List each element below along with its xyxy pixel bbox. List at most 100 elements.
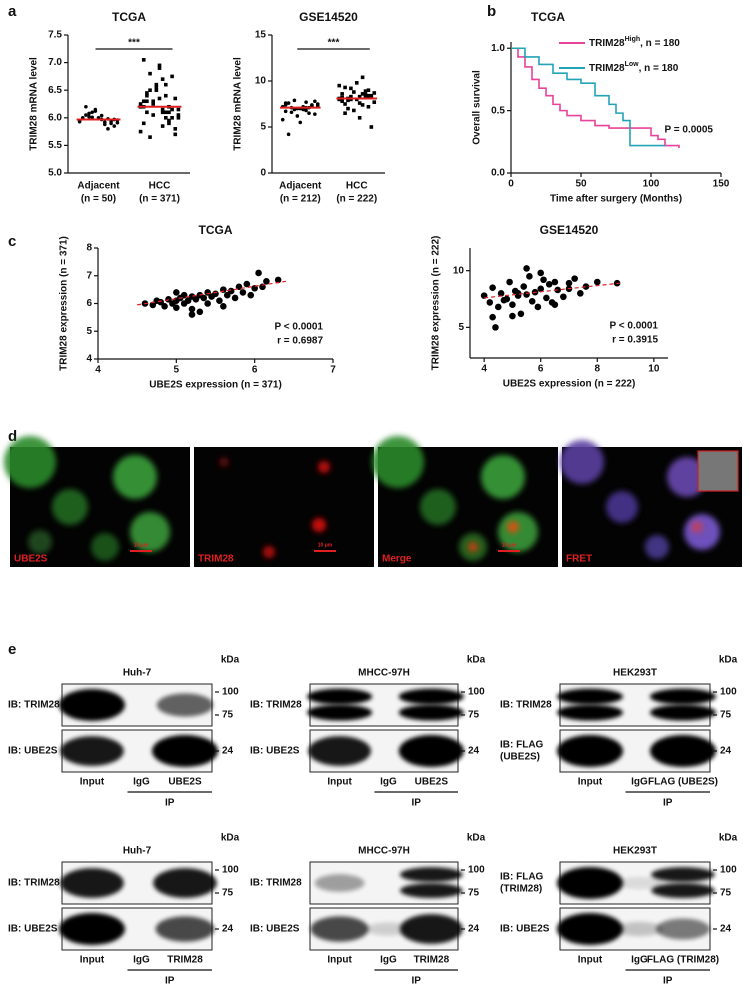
- data-point: [231, 294, 239, 302]
- data-point: [176, 107, 181, 112]
- data-point: [545, 280, 553, 288]
- data-point: [360, 92, 365, 96]
- row-label: IB: UBE2S: [500, 924, 550, 935]
- panel-label: a: [8, 3, 17, 20]
- marker-label: 24: [720, 746, 732, 757]
- data-point: [216, 297, 223, 305]
- marker-label: 24: [222, 746, 234, 757]
- data-point: [112, 124, 117, 128]
- data-point: [298, 120, 303, 125]
- data-point: [304, 100, 308, 104]
- data-point: [173, 289, 180, 296]
- channel-label: UBE2S: [14, 554, 48, 565]
- data-point: [286, 132, 291, 137]
- lane-label: IgG: [380, 955, 397, 966]
- data-point: [500, 296, 508, 304]
- data-point: [255, 269, 262, 277]
- band: [60, 868, 124, 898]
- band: [557, 867, 623, 899]
- cell-line: MHCC-97H: [358, 668, 410, 679]
- data-point: [372, 100, 377, 104]
- data-point: [304, 108, 308, 113]
- y-tick-label: 5: [260, 122, 266, 133]
- data-point: [514, 290, 522, 297]
- data-point: [313, 112, 317, 116]
- data-point: [204, 300, 211, 307]
- scale-label: 10 μm: [134, 542, 149, 548]
- data-point: [543, 294, 550, 302]
- lane-label: TRIM28: [414, 955, 450, 966]
- row-label: IB: TRIM28: [8, 700, 60, 711]
- cell: [606, 491, 638, 523]
- y-tick-label: 10: [453, 265, 465, 276]
- data-point: [188, 311, 196, 318]
- y-tick-label: 5: [86, 326, 92, 337]
- data-point: [360, 75, 365, 80]
- data-point: [486, 299, 494, 306]
- cell-line: MHCC-97H: [358, 846, 410, 857]
- data-point: [349, 86, 353, 91]
- marker-label: 24: [222, 924, 234, 935]
- data-point: [577, 290, 584, 297]
- data-point: [523, 265, 530, 272]
- data-point: [274, 276, 282, 284]
- chart-title: GSE14520: [299, 10, 358, 24]
- row-label: IB: UBE2S: [250, 924, 300, 935]
- marker-label: 75: [222, 888, 234, 899]
- marker-label: 24: [468, 924, 480, 935]
- band: [650, 704, 716, 721]
- data-point: [164, 110, 168, 115]
- data-point: [212, 290, 219, 298]
- y-tick-label: 0: [260, 168, 266, 179]
- category-note: (n = 50): [81, 194, 116, 205]
- chart-title: TCGA: [199, 223, 233, 237]
- data-point: [280, 117, 285, 122]
- lane-label: FLAG (TRIM28): [647, 955, 719, 966]
- cell: [263, 546, 275, 558]
- data-point: [369, 93, 374, 98]
- data-point: [346, 98, 350, 103]
- data-point: [138, 102, 143, 106]
- y-tick-label: 4: [86, 354, 92, 365]
- category-note: (n = 212): [280, 194, 321, 205]
- data-point: [366, 104, 371, 109]
- data-point: [337, 83, 342, 88]
- category-label: Adjacent: [279, 181, 322, 192]
- cell: [4, 436, 56, 488]
- data-point: [84, 104, 88, 109]
- cell: [481, 455, 525, 499]
- fit-line: [484, 282, 620, 299]
- marker-label: 75: [720, 710, 732, 721]
- group-label: IP: [165, 798, 175, 809]
- data-point: [489, 313, 496, 321]
- group-label: IP: [663, 798, 673, 809]
- data-point: [571, 275, 578, 282]
- data-point: [363, 93, 368, 97]
- marker-label: 24: [468, 746, 480, 757]
- band: [155, 916, 215, 942]
- cell: [420, 489, 456, 525]
- y-tick-label: 1.0: [491, 43, 505, 54]
- annotation: P < 0.0001: [610, 321, 659, 332]
- group-label: IP: [165, 976, 175, 987]
- data-point: [528, 297, 536, 305]
- data-point: [551, 278, 559, 286]
- data-point: [349, 94, 353, 99]
- significance-label: ***: [328, 38, 340, 49]
- data-point: [340, 99, 344, 104]
- data-point: [164, 93, 168, 98]
- data-point: [506, 278, 513, 286]
- band: [152, 735, 218, 767]
- y-tick-label: 5: [458, 322, 464, 333]
- category-label: HCC: [149, 181, 171, 192]
- lane-label: Input: [80, 955, 105, 966]
- cell: [312, 518, 326, 532]
- data-point: [520, 283, 528, 290]
- data-point: [283, 101, 288, 105]
- row-label: IB: FLAG: [500, 872, 544, 883]
- data-point: [176, 113, 181, 117]
- legend-superscript: Low: [625, 61, 640, 68]
- data-point: [313, 99, 317, 104]
- cell-line: Huh-7: [123, 668, 152, 679]
- x-tick-label: 5: [174, 365, 180, 376]
